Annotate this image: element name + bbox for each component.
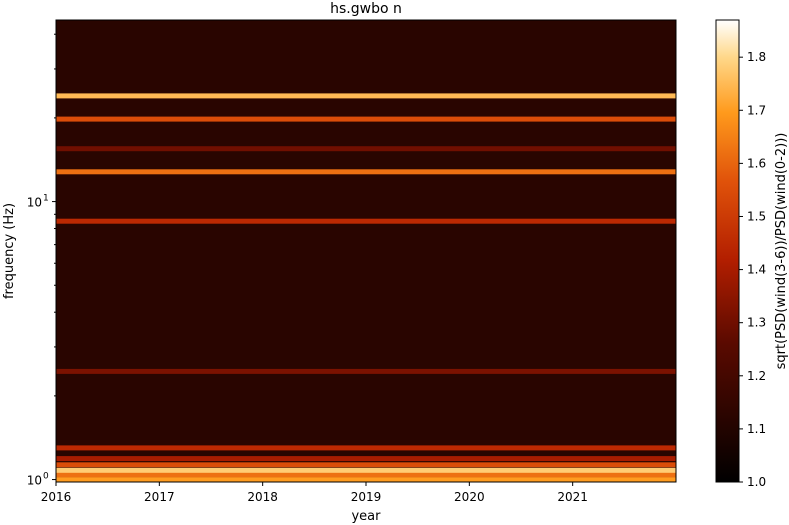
x-tick-label: 2018 bbox=[247, 490, 278, 504]
heatmap-band bbox=[56, 218, 676, 224]
colorbar bbox=[715, 19, 740, 483]
y-axis-label: frequency (Hz) bbox=[2, 203, 17, 299]
heatmap-band bbox=[56, 456, 676, 462]
colorbar-tick-label: 1.3 bbox=[747, 316, 766, 330]
heatmap-band bbox=[56, 169, 676, 175]
x-tick-label: 2019 bbox=[351, 490, 382, 504]
chart-title: hs.gwbo n bbox=[330, 1, 402, 17]
heatmap-background bbox=[56, 20, 676, 482]
heatmap-plot-area bbox=[56, 20, 676, 482]
heatmap-band bbox=[56, 477, 676, 482]
colorbar-tick-label: 1.1 bbox=[747, 422, 766, 436]
colorbar-tick-label: 1.0 bbox=[747, 475, 766, 489]
colorbar-tick-label: 1.5 bbox=[747, 209, 766, 223]
y-tick-label: 10 bbox=[27, 196, 42, 210]
x-tick-label: 2016 bbox=[41, 490, 72, 504]
heatmap-band bbox=[56, 146, 676, 152]
colorbar-tick-label: 1.4 bbox=[747, 263, 766, 277]
y-tick-exponent: 1 bbox=[43, 194, 49, 204]
y-tick-exponent: 0 bbox=[43, 472, 49, 482]
x-axis-label: year bbox=[351, 509, 381, 524]
x-tick-label: 2021 bbox=[557, 490, 588, 504]
colorbar-tick-label: 1.7 bbox=[747, 103, 766, 117]
x-tick-label: 2020 bbox=[454, 490, 485, 504]
heatmap-band bbox=[56, 116, 676, 122]
x-tick-label: 2017 bbox=[144, 490, 175, 504]
heatmap-band bbox=[56, 445, 676, 451]
y-tick-label: 10 bbox=[27, 474, 42, 488]
heatmap-band bbox=[56, 368, 676, 374]
heatmap-band bbox=[56, 93, 676, 99]
heatmap-band bbox=[56, 467, 676, 473]
heatmap-band bbox=[56, 472, 676, 478]
heatmap-band bbox=[56, 462, 676, 468]
colorbar-tick-label: 1.2 bbox=[747, 369, 766, 383]
colorbar-label: sqrt(PSD(wind(3-6))/PSD(wind(0-2))) bbox=[774, 133, 789, 370]
colorbar-axis: 1.0 1.1 1.2 1.3 1.4 1.5 1.6 1.7 1.8 bbox=[739, 50, 766, 489]
x-axis: 2016 2017 2018 2019 2020 2021 bbox=[41, 482, 588, 504]
colorbar-tick-label: 1.8 bbox=[747, 50, 766, 64]
colorbar-tick-label: 1.6 bbox=[747, 156, 766, 170]
